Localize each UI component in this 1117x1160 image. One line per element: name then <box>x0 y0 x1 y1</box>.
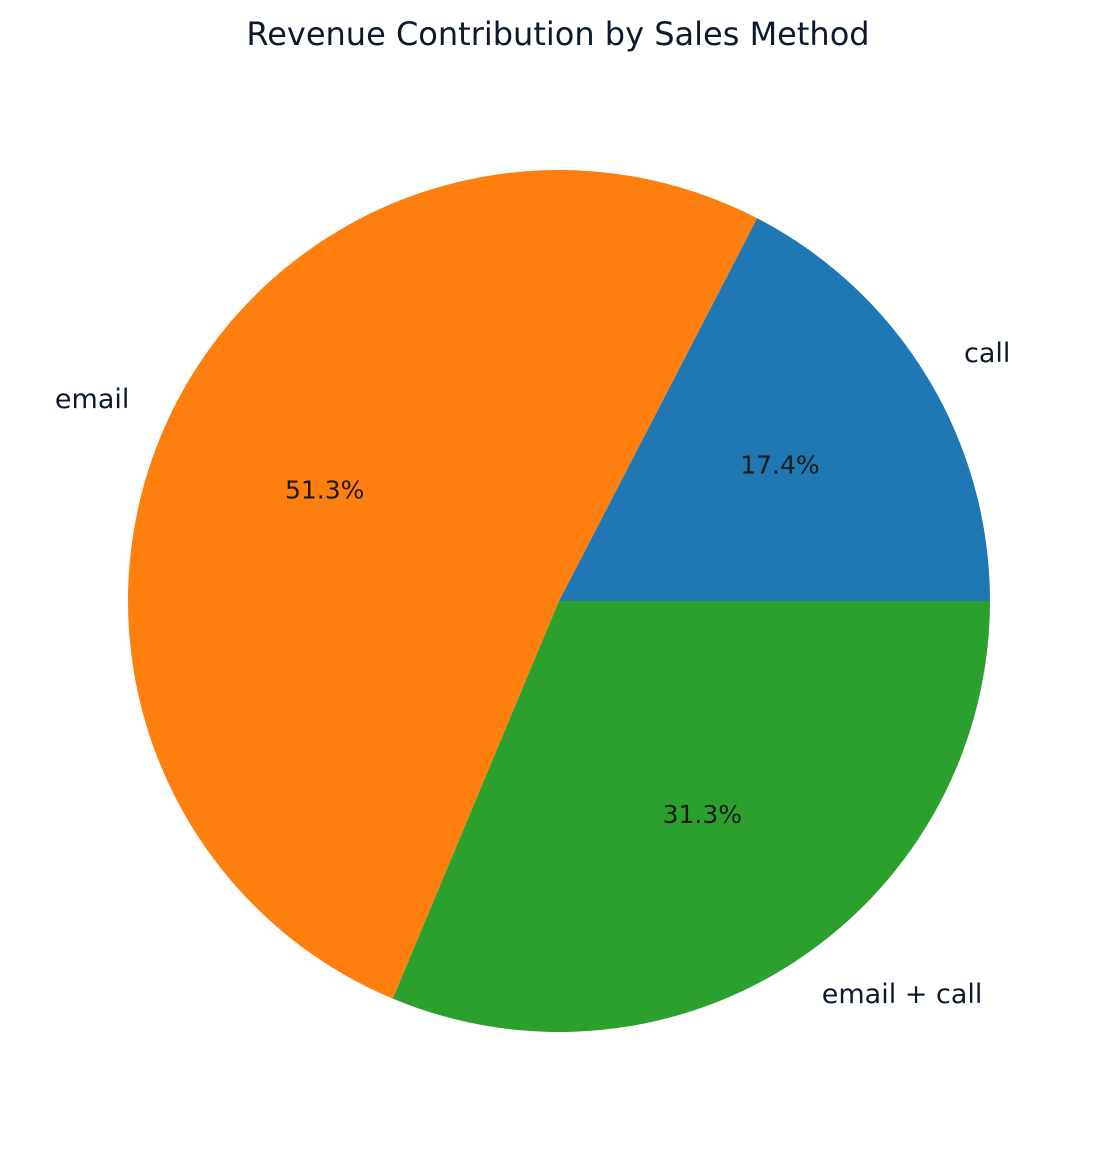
slice-percent-email: 51.3% <box>285 476 364 505</box>
slice-percent-email-call: 31.3% <box>663 800 742 829</box>
pie-slice-call <box>559 218 990 601</box>
slice-labels: call email email + call <box>55 338 1010 1010</box>
slice-label-email: email <box>55 384 129 415</box>
pie-slice-email <box>127 169 758 999</box>
pie-slices <box>127 169 990 1032</box>
pie-slice-email-call <box>392 601 990 1032</box>
slice-label-email-call: email + call <box>822 979 983 1010</box>
slice-label-call: call <box>964 338 1010 369</box>
slice-percent-call: 17.4% <box>740 451 819 480</box>
slice-percent-labels: 17.4% 51.3% 31.3% <box>285 451 820 830</box>
chart-title: Revenue Contribution by Sales Method <box>246 15 869 53</box>
